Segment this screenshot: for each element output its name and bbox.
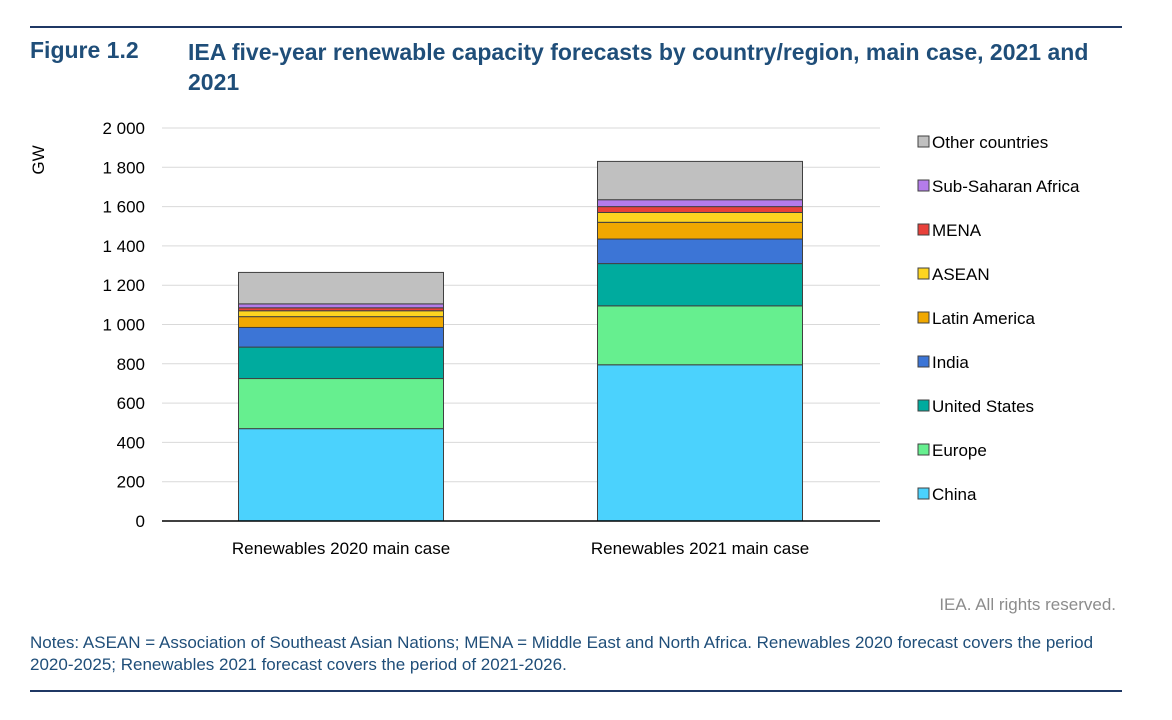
bar-segment-europe <box>597 305 803 366</box>
bar-segment-united-states <box>238 346 444 380</box>
legend-swatch <box>917 223 930 236</box>
bar-segment-asean <box>597 211 803 223</box>
bar-segment-mena <box>597 206 803 213</box>
legend-swatch <box>917 399 930 412</box>
legend-swatch <box>917 443 930 456</box>
bottom-rule <box>30 690 1122 692</box>
y-tick-label: 2 000 <box>102 119 145 138</box>
legend-label: ASEAN <box>932 265 990 284</box>
legend-label: Other countries <box>932 133 1048 152</box>
legend-label: Latin America <box>932 309 1036 328</box>
x-category-label: Renewables 2021 main case <box>591 539 809 558</box>
bar-segment-latin-america <box>238 316 444 328</box>
legend-label: China <box>932 485 977 504</box>
stacked-bar-chart: 0 200 400 600 800 1 000 1 200 1 400 1 600 1 800 2 … <box>29 119 1080 558</box>
y-tick-label: 1 200 <box>102 276 145 295</box>
bar-segment-india <box>238 326 444 348</box>
legend-swatch <box>917 267 930 280</box>
copyright-credit: IEA. All rights reserved. <box>939 595 1116 614</box>
bar-segment-latin-america <box>597 221 803 240</box>
legend-swatch <box>917 355 930 368</box>
y-tick-label: 800 <box>117 355 145 374</box>
legend-label: India <box>932 353 969 372</box>
y-axis-label: GW <box>29 145 48 174</box>
y-tick-label: 600 <box>117 394 145 413</box>
y-tick-label: 1 800 <box>102 158 145 177</box>
legend-label: Sub-Saharan Africa <box>932 177 1080 196</box>
bar-segment-other-countries <box>597 160 803 201</box>
figure-title: IEA five-year renewable capacity forecas… <box>188 39 1089 95</box>
y-tick-label: 1 000 <box>102 316 145 335</box>
bar-segment-united-states <box>597 263 803 307</box>
y-tick-label: 1 600 <box>102 198 145 217</box>
legend-swatch <box>917 311 930 324</box>
legend-swatch <box>917 179 930 192</box>
bar-segment-sub-saharan-africa <box>597 199 803 208</box>
figure-notes: Notes: ASEAN = Association of Southeast … <box>30 633 1094 674</box>
y-tick-label: 200 <box>117 473 145 492</box>
bar-segment-other-countries <box>238 271 444 305</box>
legend-label: Europe <box>932 441 987 460</box>
y-tick-label: 400 <box>117 433 145 452</box>
legend-label: MENA <box>932 221 982 240</box>
x-category-label: Renewables 2020 main case <box>232 539 450 558</box>
legend-swatch <box>917 487 930 500</box>
bar-segment-europe <box>238 378 444 430</box>
bar-segment-india <box>597 238 803 265</box>
bar-segment-sub-saharan-africa <box>238 303 444 309</box>
bar-segment-asean <box>238 310 444 318</box>
figure-number: Figure 1.2 <box>30 37 139 63</box>
bar-segment-china <box>238 428 444 522</box>
legend-label: United States <box>932 397 1034 416</box>
bar-segment-china <box>597 364 803 522</box>
y-tick-label: 1 400 <box>102 237 145 256</box>
top-rule <box>30 26 1122 28</box>
y-tick-label: 0 <box>136 512 145 531</box>
legend-swatch <box>917 135 930 148</box>
